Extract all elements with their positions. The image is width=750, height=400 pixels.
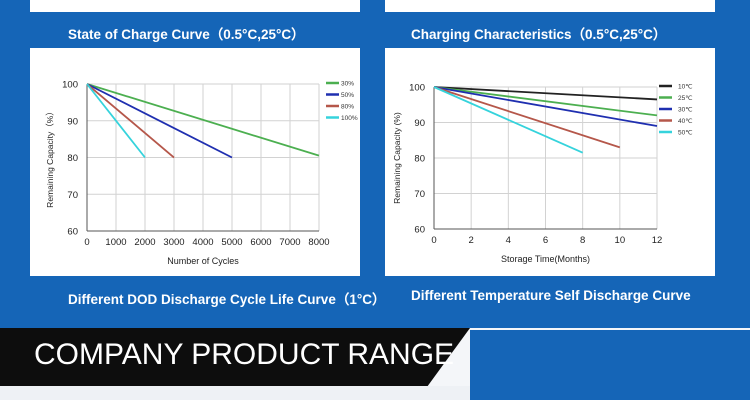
self-discharge-chart-panel: 60 70 80 90 100 0 2 4 6 8 10 12 Storage Time(Months)…: [385, 48, 715, 276]
banner-blue-block: [470, 330, 750, 400]
charging-characteristics-caption: Charging Characteristics（0.5°C,25°C）: [411, 27, 667, 42]
series-line-30℃: [433, 86, 658, 127]
series-line-10℃: [433, 86, 658, 101]
series-line-30%: [86, 83, 320, 157]
series-line-40℃: [433, 86, 621, 149]
x-tick-label: 10: [615, 235, 626, 246]
series-line-80%: [86, 83, 175, 159]
x-tick-label: 6000: [250, 237, 271, 248]
x-tick-label: 2000: [134, 237, 155, 248]
legend-label: 50%: [341, 92, 354, 99]
x-tick-label: 3000: [163, 237, 184, 248]
x-tick-label: 4000: [192, 237, 213, 248]
legend-label: 30℃: [678, 107, 693, 114]
y-tick-label: 80: [67, 153, 78, 164]
company-product-range-title: COMPANY PRODUCT RANGE: [34, 338, 455, 371]
legend-label: 25℃: [678, 95, 693, 102]
x-tick-label: 2: [469, 235, 474, 246]
x-tick-label: 1000: [105, 237, 126, 248]
upper-left-panel-edge: [30, 0, 360, 12]
series-line-50℃: [433, 86, 584, 154]
x-tick-label: 0: [84, 237, 89, 248]
series-line-100%: [86, 83, 146, 159]
x-tick-label: 7000: [279, 237, 300, 248]
cycle-life-chart-panel: 60 70 80 90 100 0 1000 2000 3000 4000 5000 6000 7000…: [30, 48, 360, 276]
x-tick-label: 12: [652, 235, 663, 246]
y-axis-label: Remaining Capacity (%): [392, 112, 402, 204]
y-tick-label: 80: [414, 154, 425, 165]
x-axis-label: Number of Cycles: [167, 256, 239, 266]
x-tick-label: 0: [431, 235, 436, 246]
x-tick-label: 8: [580, 235, 585, 246]
y-tick-label: 70: [67, 190, 78, 201]
cycle-life-caption: Different DOD Discharge Cycle Life Curve…: [68, 292, 386, 307]
y-axis-label: Remaining Capacity（%）: [45, 107, 55, 208]
legend-label: 50℃: [678, 130, 693, 137]
legend-label: 100%: [341, 115, 358, 122]
y-tick-label: 90: [67, 116, 78, 127]
y-tick-label: 100: [62, 80, 78, 91]
y-tick-label: 60: [414, 225, 425, 236]
series-line-50%: [86, 83, 233, 159]
legend-label: 10℃: [678, 84, 693, 91]
x-tick-label: 6: [543, 235, 548, 246]
y-tick-label: 100: [409, 83, 425, 94]
self-discharge-chart: 60 70 80 90 100 0 2 4 6 8 10 12 Storage Time(Months)…: [392, 83, 693, 265]
state-of-charge-caption: State of Charge Curve（0.5°C,25°C）: [68, 27, 305, 42]
upper-right-panel-edge: [385, 0, 715, 12]
y-tick-label: 90: [414, 118, 425, 129]
series-line-25℃: [433, 86, 658, 117]
banner-bottom-strip: [0, 386, 470, 400]
x-tick-label: 4: [506, 235, 511, 246]
x-tick-label: 8000: [308, 237, 329, 248]
banner-black-tab: [0, 328, 470, 386]
legend-label: 80%: [341, 104, 354, 111]
legend-label: 30%: [341, 81, 354, 88]
y-tick-label: 70: [414, 189, 425, 200]
self-discharge-caption: Different Temperature Self Discharge Cur…: [411, 288, 691, 303]
x-axis-label: Storage Time(Months): [501, 254, 590, 264]
legend-label: 40℃: [678, 118, 693, 125]
y-tick-label: 60: [67, 227, 78, 238]
x-tick-label: 5000: [221, 237, 242, 248]
